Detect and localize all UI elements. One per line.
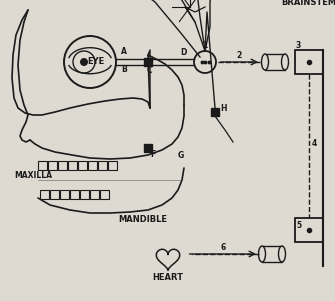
- Circle shape: [80, 58, 88, 66]
- Bar: [295, 50, 323, 74]
- Text: D: D: [180, 48, 186, 57]
- Text: MANDIBLE: MANDIBLE: [118, 215, 167, 224]
- Ellipse shape: [259, 246, 266, 262]
- Bar: [60, 190, 69, 199]
- Bar: [40, 190, 49, 199]
- Bar: [68, 161, 77, 170]
- Bar: [144, 144, 152, 152]
- Ellipse shape: [281, 54, 288, 70]
- Bar: [58, 161, 67, 170]
- Bar: [50, 190, 59, 199]
- Text: A: A: [121, 47, 127, 56]
- Bar: [144, 58, 152, 66]
- Circle shape: [194, 51, 216, 73]
- Bar: [211, 108, 219, 116]
- Text: H: H: [220, 104, 226, 113]
- Text: 5: 5: [296, 221, 301, 230]
- Text: F: F: [150, 150, 155, 159]
- Text: G: G: [178, 151, 184, 160]
- Text: BRAINSTEM: BRAINSTEM: [281, 0, 335, 7]
- Text: 1: 1: [202, 41, 207, 50]
- Bar: [265, 54, 285, 70]
- Ellipse shape: [262, 54, 268, 70]
- Bar: [80, 190, 89, 199]
- Bar: [100, 190, 109, 199]
- Bar: [98, 161, 107, 170]
- Bar: [262, 246, 282, 262]
- Text: C: C: [147, 66, 153, 75]
- Bar: [295, 218, 323, 242]
- Ellipse shape: [278, 246, 285, 262]
- Text: MAXILLA: MAXILLA: [14, 171, 52, 180]
- Text: 6: 6: [220, 243, 225, 252]
- Bar: [90, 190, 99, 199]
- Bar: [48, 161, 57, 170]
- Text: 2: 2: [237, 51, 242, 60]
- Circle shape: [64, 36, 116, 88]
- Text: HEART: HEART: [152, 273, 184, 282]
- Bar: [88, 161, 97, 170]
- Bar: [38, 161, 47, 170]
- Text: EYE: EYE: [87, 57, 105, 66]
- Text: B: B: [121, 65, 127, 74]
- Bar: [78, 161, 87, 170]
- Text: 3: 3: [296, 41, 301, 50]
- Text: 4: 4: [312, 139, 317, 148]
- Bar: [108, 161, 117, 170]
- Bar: [70, 190, 79, 199]
